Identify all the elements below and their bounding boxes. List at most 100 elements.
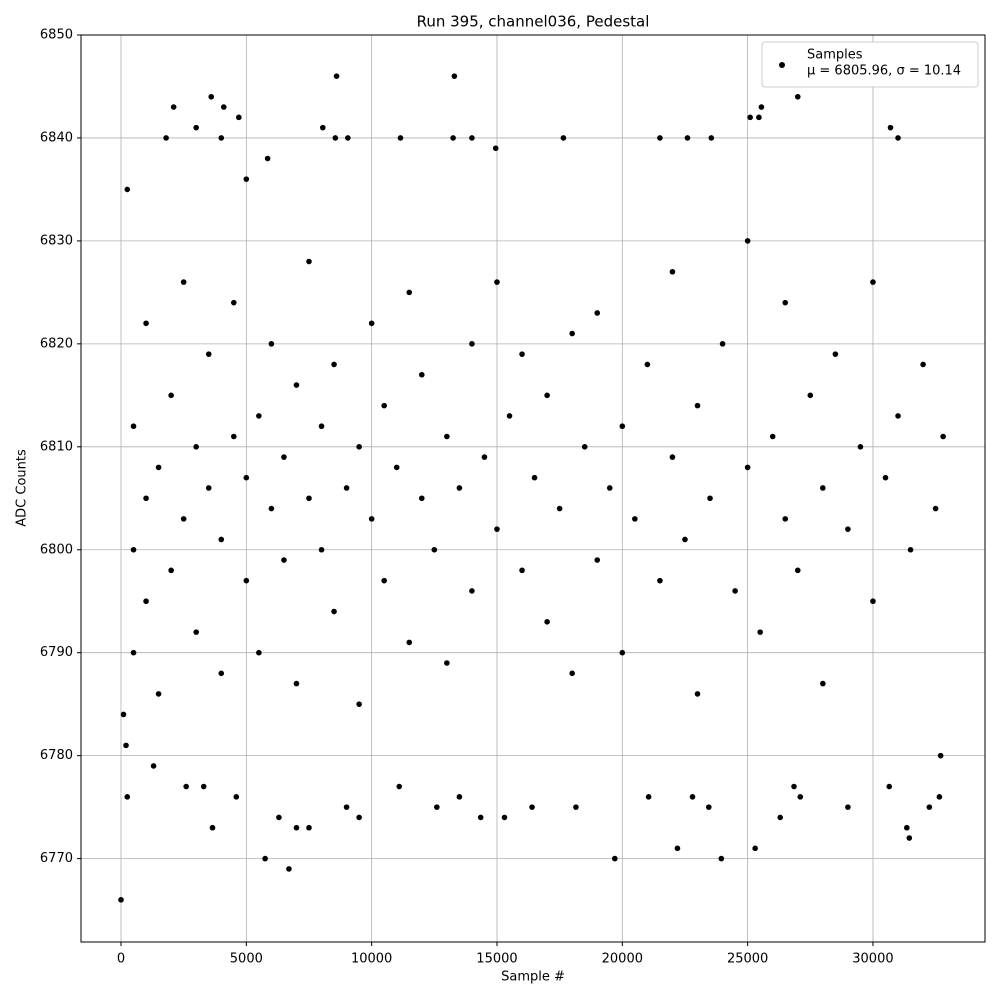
point (406, 289, 413, 296)
point (230, 299, 237, 306)
point (306, 258, 312, 265)
point (233, 794, 240, 800)
point (882, 474, 889, 481)
point (130, 649, 137, 656)
y-tick-label: 6850 (40, 28, 73, 43)
point (494, 526, 500, 532)
point (744, 464, 751, 471)
x-tick-label: 25000 (727, 952, 768, 967)
point (694, 402, 701, 409)
point (556, 505, 563, 512)
legend-note: μ = 6805.96, σ = 10.14 (807, 64, 961, 79)
point (218, 536, 225, 543)
point (356, 701, 362, 707)
point (205, 351, 212, 357)
point (529, 804, 535, 810)
point (332, 135, 339, 141)
point (180, 516, 187, 522)
point (123, 742, 129, 749)
point (594, 557, 601, 563)
point (544, 619, 550, 625)
point (118, 896, 124, 903)
point (611, 855, 618, 862)
point (606, 485, 613, 491)
point (906, 835, 913, 841)
point (791, 783, 797, 790)
point (418, 371, 425, 378)
point (707, 495, 713, 502)
point (506, 413, 513, 419)
point (168, 567, 174, 574)
point (456, 485, 463, 491)
point (124, 186, 131, 193)
point (306, 495, 312, 502)
point (418, 495, 425, 502)
point (936, 794, 943, 800)
point (155, 464, 162, 471)
point (477, 814, 484, 821)
point (243, 577, 250, 584)
x-tick-label: 30000 (852, 952, 893, 967)
point (262, 855, 268, 862)
point (343, 485, 350, 491)
point (758, 104, 765, 110)
point (870, 279, 876, 285)
point (205, 485, 212, 491)
point (887, 124, 894, 131)
point (645, 794, 652, 800)
y-tick-label: 6790 (40, 645, 73, 660)
y-tick-label: 6800 (40, 542, 73, 557)
point (456, 794, 463, 800)
point (632, 516, 638, 522)
point (281, 454, 287, 460)
point (544, 392, 550, 399)
point (732, 588, 738, 594)
point (657, 135, 663, 141)
point (820, 485, 826, 491)
y-tick-label: 6840 (40, 130, 73, 145)
point (669, 454, 676, 460)
point (381, 577, 387, 584)
point (209, 824, 216, 831)
point (569, 330, 575, 337)
point (594, 310, 601, 316)
y-axis-label: ADC Counts (15, 449, 30, 527)
point (193, 444, 199, 450)
point (331, 608, 337, 615)
point (940, 433, 946, 440)
point (130, 423, 137, 430)
point (397, 135, 404, 141)
point (356, 814, 362, 821)
x-tick-label: 15000 (476, 952, 517, 967)
point (343, 804, 350, 810)
point (895, 135, 901, 141)
point (193, 629, 199, 635)
point (744, 238, 751, 244)
point (264, 155, 271, 162)
point (494, 279, 500, 285)
legend: Samples μ = 6805.96, σ = 10.14 (761, 41, 979, 88)
point (268, 505, 275, 512)
point (782, 299, 789, 306)
point (319, 124, 326, 131)
point (782, 516, 789, 522)
points (118, 73, 946, 903)
legend-marker (779, 62, 785, 68)
y-tick-label: 6810 (40, 439, 73, 454)
legend-label: Samples (807, 48, 863, 63)
point (469, 341, 475, 347)
point (293, 680, 300, 687)
point (243, 474, 250, 481)
point (444, 433, 450, 440)
point (682, 536, 688, 543)
point (393, 464, 400, 471)
point (752, 845, 758, 852)
point (705, 804, 712, 810)
point (406, 639, 413, 646)
point (286, 866, 292, 872)
point (669, 268, 676, 275)
point (143, 320, 149, 327)
point (560, 135, 567, 141)
point (747, 114, 753, 121)
